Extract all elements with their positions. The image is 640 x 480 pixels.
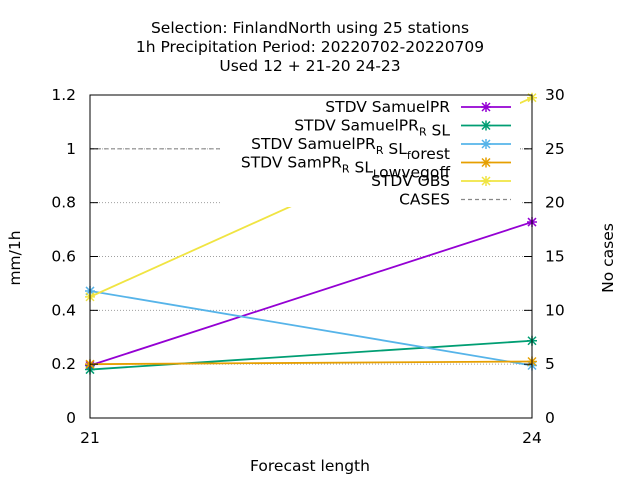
- legend-entry-stdv-sampr-r-sl-lowvegoff: STDV SamPRR SLLowvegoff: [241, 154, 511, 182]
- legend-label: STDV SamuelPRR SLforest: [251, 135, 450, 163]
- y2-tick-label: 30: [545, 86, 565, 104]
- y2-tick-label: 20: [545, 194, 565, 212]
- legend-entry-stdv-samuelpr-r-sl-forest: STDV SamuelPRR SLforest: [251, 135, 511, 163]
- y2-tick-label: 15: [545, 248, 565, 266]
- title-line-1: Selection: FinlandNorth using 25 station…: [151, 19, 469, 37]
- y2-axis-label: No cases: [599, 223, 617, 293]
- y-tick-label: 0.4: [51, 301, 76, 319]
- y-tick-label: 0.6: [51, 248, 76, 266]
- series-stdv-samuelpr-r-sl-forest: [85, 285, 537, 371]
- y-tick-label: 1.2: [51, 86, 76, 104]
- x-axis-label: Forecast length: [250, 457, 370, 475]
- axis-ticks: 0 0.2 0.4 0.6 0.8 1 1.2 0 5 10 15 20 25 30 21 24: [51, 86, 564, 447]
- y-axis-label: mm/1h: [6, 230, 24, 285]
- legend-label: STDV SamPRR SLLowvegoff: [241, 154, 450, 182]
- series-point: [481, 102, 491, 112]
- y2-tick-label: 0: [545, 409, 555, 427]
- title-line-3: Used 12 + 21-20 24-23: [219, 57, 400, 75]
- y-tick-label: 0.2: [51, 355, 76, 373]
- legend-label: CASES: [399, 191, 450, 209]
- legend-entry-stdv-samuelpr: STDV SamuelPR: [325, 98, 511, 116]
- series-point: [481, 157, 491, 168]
- y-tick-label: 1: [66, 140, 76, 158]
- title-line-2: 1h Precipitation Period: 20220702-202207…: [136, 38, 484, 56]
- y2-tick-label: 10: [545, 301, 565, 319]
- legend-label: STDV SamuelPR: [325, 98, 450, 116]
- series-point: [481, 139, 491, 149]
- legend-label: STDV SamuelPRR SL: [294, 117, 450, 140]
- series-line: [89, 339, 533, 371]
- y-tick-label: 0: [66, 409, 76, 427]
- x-tick-label: 24: [522, 429, 542, 447]
- y2-tick-label: 25: [545, 140, 565, 158]
- legend-background: [220, 96, 520, 207]
- series-stdv-sampr-r-sl-lowvegoff: [85, 356, 537, 370]
- y2-tick-label: 5: [545, 355, 555, 373]
- series-line: [89, 221, 533, 367]
- series-line: [89, 290, 533, 367]
- legend-entry-stdv-samuelpr-r-sl: STDV SamuelPRR SL: [294, 117, 511, 140]
- series-stdv-samuelpr: [85, 217, 537, 371]
- legend-entry-cases: CASES: [399, 191, 511, 209]
- series-point: [481, 120, 491, 131]
- chart-title: Selection: FinlandNorth using 25 station…: [136, 19, 484, 75]
- y-tick-label: 0.8: [51, 194, 76, 212]
- series-line: [89, 360, 533, 366]
- legend-label: STDV OBS: [371, 172, 450, 190]
- x-tick-label: 21: [80, 429, 100, 447]
- legend-entry-stdv-obs: STDV OBS: [371, 172, 511, 190]
- series-point: [481, 176, 491, 186]
